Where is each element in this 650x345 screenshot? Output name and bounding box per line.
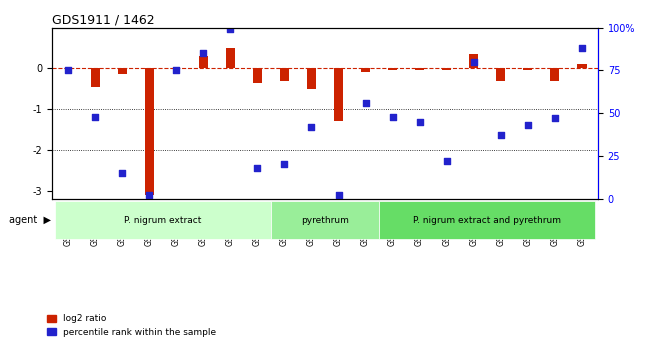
FancyBboxPatch shape [271,201,379,239]
Text: P. nigrum extract: P. nigrum extract [124,216,202,225]
Bar [280,68,289,81]
FancyBboxPatch shape [379,201,595,239]
Point [415,119,425,125]
Bar [307,68,316,89]
Point [441,158,452,164]
Point [577,46,587,51]
Legend: log2 ratio, percentile rank within the sample: log2 ratio, percentile rank within the s… [44,311,220,341]
Bar [442,68,451,70]
Point [90,114,101,119]
Point [225,27,235,32]
Point [63,68,73,73]
Bar [523,68,532,70]
Bar [496,68,506,81]
Point [252,165,263,171]
Bar [90,68,100,87]
Point [549,116,560,121]
Text: pyrethrum: pyrethrum [301,216,349,225]
Bar [253,68,262,82]
FancyBboxPatch shape [55,201,271,239]
Bar [199,56,208,68]
Bar [469,54,478,68]
Text: GDS1911 / 1462: GDS1911 / 1462 [52,13,155,27]
Point [360,100,370,106]
Bar [118,68,127,75]
Text: P. nigrum extract and pyrethrum: P. nigrum extract and pyrethrum [413,216,561,225]
Bar [361,68,370,72]
Point [198,50,209,56]
Bar [388,68,397,70]
Bar [334,68,343,121]
Bar [577,64,586,68]
Point [469,59,479,65]
Point [280,162,290,167]
Bar [415,68,424,70]
Bar [550,68,560,81]
Point [117,170,127,176]
Text: agent  ▶: agent ▶ [8,215,51,225]
Point [387,114,398,119]
Point [495,132,506,138]
Bar [144,68,154,195]
Point [523,122,533,128]
Point [144,193,155,198]
Point [333,193,344,198]
Bar [226,48,235,68]
Point [171,68,181,73]
Point [306,124,317,130]
